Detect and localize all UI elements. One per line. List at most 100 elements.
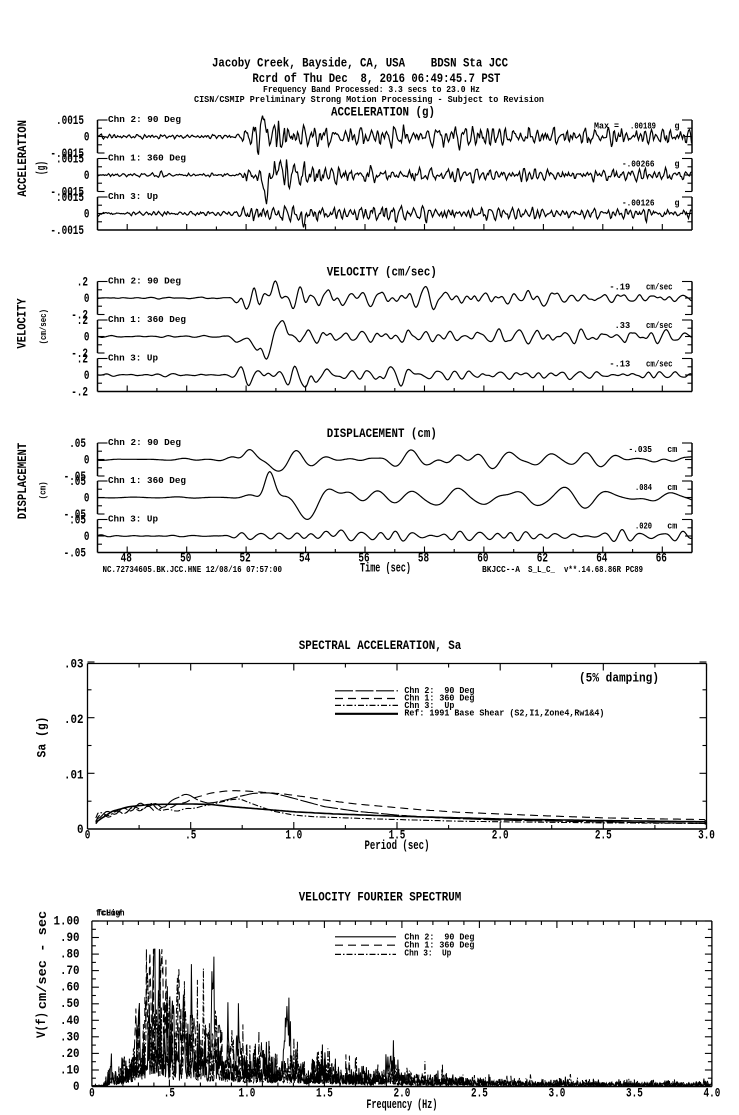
- svg-text:-.2: -.2: [71, 308, 88, 323]
- svg-text:g: g: [675, 199, 680, 209]
- svg-text:cm: cm: [667, 445, 677, 455]
- svg-text:Chn 2: 90 Deg: Chn 2: 90 Deg: [108, 277, 181, 287]
- svg-text:-.035: -.035: [629, 445, 653, 455]
- svg-text:-.2: -.2: [71, 385, 88, 400]
- svg-text:0: 0: [84, 207, 90, 222]
- svg-text:fcLow: fcLow: [96, 909, 122, 919]
- svg-text:1.0: 1.0: [239, 1086, 256, 1101]
- svg-text:Chn 1: 360 Deg: Chn 1: 360 Deg: [404, 694, 474, 704]
- svg-text:-.13: -.13: [609, 360, 630, 370]
- svg-text:2.5: 2.5: [471, 1086, 488, 1101]
- svg-text:.2: .2: [77, 275, 88, 290]
- svg-text:NC.72734605.BK.JCC.HNE 12/08/1: NC.72734605.BK.JCC.HNE 12/08/16 07:57:00: [103, 565, 283, 575]
- svg-text:64: 64: [596, 551, 607, 566]
- svg-text:(cm/sec): (cm/sec): [39, 309, 49, 344]
- svg-text:3.0: 3.0: [698, 828, 715, 843]
- svg-text:66: 66: [656, 551, 667, 566]
- svg-text:Ref: 1991 Base Shear (S2,I1,Zo: Ref: 1991 Base Shear (S2,I1,Zone4,Rw1&4): [404, 709, 604, 719]
- svg-text:2.0: 2.0: [394, 1086, 411, 1101]
- svg-text:48: 48: [121, 551, 132, 566]
- svg-text:.02: .02: [64, 712, 84, 727]
- svg-text:-.05: -.05: [64, 507, 87, 522]
- svg-text:v**.14.68.86R PC89: v**.14.68.86R PC89: [564, 565, 643, 575]
- svg-text:Chn 1: 360 Deg: Chn 1: 360 Deg: [108, 154, 186, 164]
- svg-text:3.5: 3.5: [626, 1086, 643, 1101]
- svg-text:Chn 3: Up: Chn 3: Up: [404, 949, 451, 959]
- svg-text:1.5: 1.5: [316, 1086, 333, 1101]
- svg-text:Jacoby Creek, Bayside, CA, USA: Jacoby Creek, Bayside, CA, USA BDSN Sta …: [212, 56, 508, 71]
- svg-text:BKJCC--A: BKJCC--A: [482, 565, 521, 575]
- svg-text:.05: .05: [69, 513, 86, 528]
- svg-text:-.0015: -.0015: [50, 223, 84, 238]
- svg-text:1.00: 1.00: [54, 914, 80, 929]
- svg-text:.020: .020: [635, 522, 652, 532]
- svg-text:0: 0: [84, 291, 90, 306]
- svg-text:Period (sec): Period (sec): [365, 838, 430, 853]
- svg-text:ACCELERATION (g): ACCELERATION (g): [331, 105, 435, 120]
- svg-text:2.5: 2.5: [595, 828, 612, 843]
- svg-text:Sa (g): Sa (g): [35, 717, 50, 758]
- svg-text:Chn 3: Up: Chn 3: Up: [108, 354, 158, 364]
- svg-text:-.05: -.05: [64, 469, 87, 484]
- svg-text:fcHigh: fcHigh: [98, 909, 125, 919]
- svg-text:VELOCITY (cm/sec): VELOCITY (cm/sec): [327, 265, 437, 280]
- svg-text:Chn 2: 90 Deg: Chn 2: 90 Deg: [108, 438, 181, 448]
- svg-text:.50: .50: [60, 996, 80, 1011]
- svg-text:.33: .33: [615, 321, 631, 331]
- svg-text:Chn 3: Up: Chn 3: Up: [108, 192, 158, 202]
- svg-text:.40: .40: [60, 1013, 80, 1028]
- svg-text:(cm): (cm): [38, 481, 48, 499]
- svg-text:.90: .90: [60, 930, 80, 945]
- svg-text:.2: .2: [77, 352, 88, 367]
- svg-text:-.05: -.05: [64, 546, 87, 561]
- svg-text:Time (sec): Time (sec): [360, 561, 411, 576]
- svg-text:52: 52: [240, 551, 251, 566]
- svg-text:0: 0: [85, 828, 91, 843]
- svg-text:.20: .20: [60, 1046, 80, 1061]
- svg-text:0: 0: [84, 491, 90, 506]
- svg-text:g: g: [675, 122, 680, 132]
- svg-text:0: 0: [84, 368, 90, 383]
- svg-text:.084: .084: [635, 483, 653, 493]
- svg-text:1.0: 1.0: [285, 828, 302, 843]
- svg-text:cm/sec - sec: cm/sec - sec: [35, 911, 50, 1010]
- svg-text:Chn 3: Up: Chn 3: Up: [108, 515, 158, 525]
- svg-text:cm: cm: [667, 483, 677, 493]
- svg-text:Rcrd of Thu Dec 8, 2016 06:49: Rcrd of Thu Dec 8, 2016 06:49:45.7 PST: [252, 71, 500, 86]
- svg-text:VELOCITY FOURIER SPECTRUM: VELOCITY FOURIER SPECTRUM: [299, 890, 462, 905]
- svg-text:.0015: .0015: [56, 190, 84, 205]
- svg-text:.10: .10: [60, 1063, 80, 1078]
- svg-text:.80: .80: [60, 947, 80, 962]
- svg-text:cm/sec: cm/sec: [646, 360, 673, 370]
- svg-text:cm/sec: cm/sec: [646, 283, 673, 293]
- svg-text:Chn 1: 360 Deg: Chn 1: 360 Deg: [108, 315, 186, 325]
- svg-text:cm/sec: cm/sec: [646, 321, 673, 331]
- svg-text:0: 0: [84, 330, 90, 345]
- svg-text:Frequency (Hz): Frequency (Hz): [366, 1097, 437, 1112]
- svg-text:-.0015: -.0015: [50, 146, 84, 161]
- svg-text:DISPLACEMENT (cm): DISPLACEMENT (cm): [327, 426, 437, 441]
- svg-text:.00189: .00189: [630, 122, 656, 132]
- svg-text:.70: .70: [60, 963, 80, 978]
- svg-text:.2: .2: [77, 313, 88, 328]
- svg-text:.5: .5: [164, 1086, 175, 1101]
- svg-text:.01: .01: [64, 768, 84, 783]
- svg-text:-.00126: -.00126: [622, 199, 655, 209]
- svg-text:56: 56: [358, 551, 369, 566]
- svg-text:Chn 2: 90 Deg: Chn 2: 90 Deg: [108, 115, 181, 125]
- svg-text:0: 0: [84, 453, 90, 468]
- svg-text:Max =: Max =: [594, 122, 619, 132]
- svg-text:60: 60: [477, 551, 488, 566]
- svg-text:3.0: 3.0: [549, 1086, 566, 1101]
- svg-text:Chn 1: 360 Deg: Chn 1: 360 Deg: [404, 941, 474, 951]
- svg-text:0: 0: [73, 1079, 80, 1094]
- svg-text:SPECTRAL ACCELERATION, Sa: SPECTRAL ACCELERATION, Sa: [299, 638, 462, 653]
- svg-text:-.0015: -.0015: [50, 185, 84, 200]
- svg-text:.60: .60: [60, 980, 80, 995]
- svg-text:0: 0: [89, 1086, 95, 1101]
- svg-text:.0015: .0015: [56, 152, 84, 167]
- svg-text:VELOCITY: VELOCITY: [15, 298, 30, 348]
- svg-text:4.0: 4.0: [704, 1086, 721, 1101]
- svg-text:.30: .30: [60, 1029, 80, 1044]
- svg-text:.0015: .0015: [56, 113, 84, 128]
